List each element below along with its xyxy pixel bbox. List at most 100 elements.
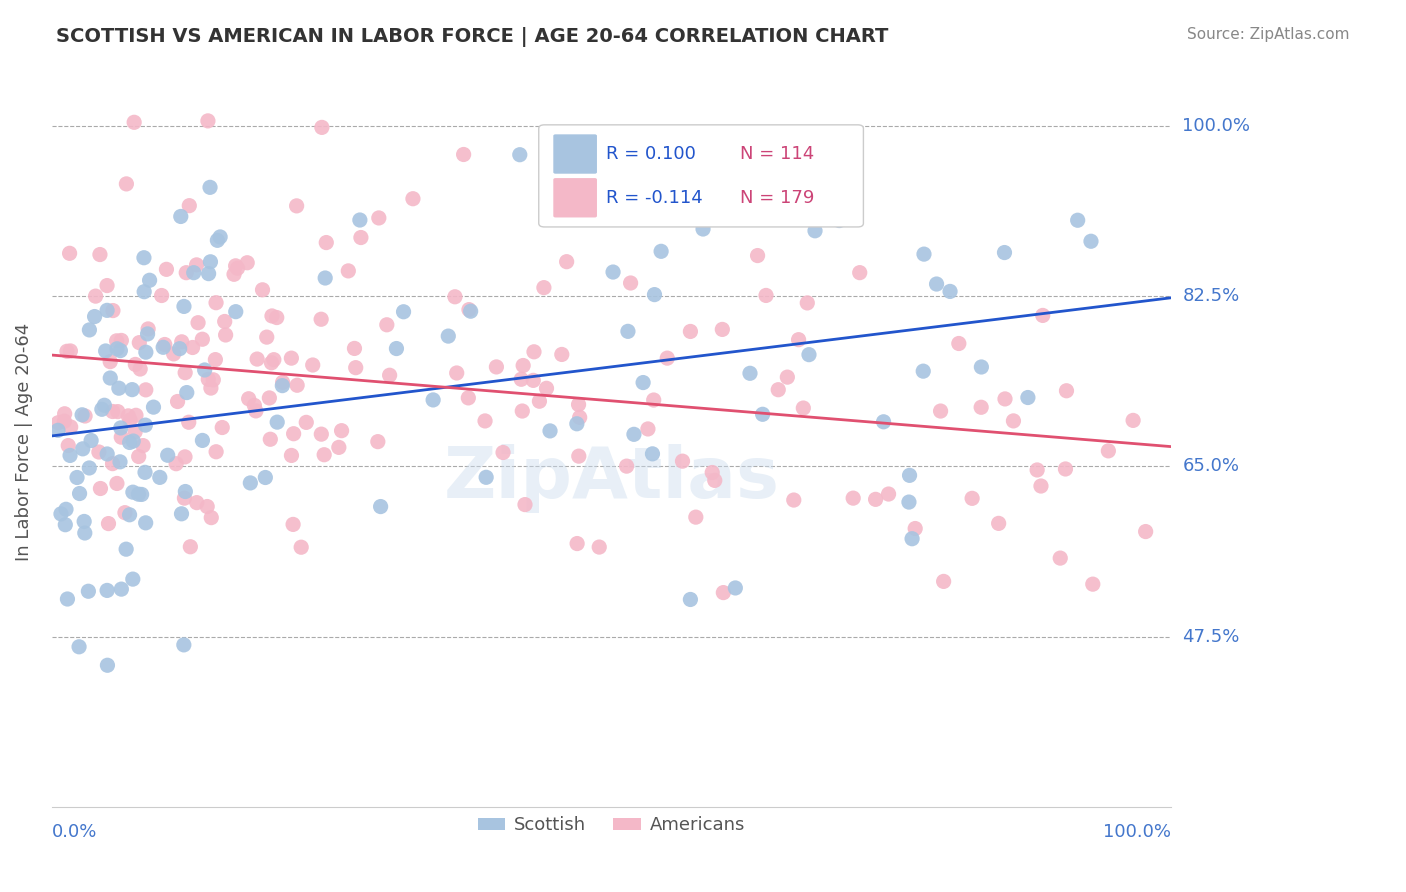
- Point: [904, 522, 927, 536]
- Point: [108, 455, 131, 469]
- Point: [118, 508, 141, 522]
- Point: [453, 147, 475, 161]
- Point: [260, 309, 283, 323]
- Point: [114, 506, 136, 520]
- Point: [446, 366, 468, 380]
- Point: [128, 335, 150, 350]
- Point: [107, 404, 129, 418]
- Point: [848, 266, 870, 280]
- Point: [58, 246, 80, 260]
- Point: [631, 376, 654, 390]
- Point: [637, 422, 659, 436]
- Point: [155, 262, 177, 277]
- Point: [110, 343, 132, 358]
- Point: [717, 201, 740, 215]
- Point: [367, 211, 389, 225]
- Point: [186, 495, 208, 509]
- Point: [252, 283, 274, 297]
- Point: [127, 487, 149, 501]
- Point: [865, 492, 887, 507]
- Point: [122, 434, 145, 448]
- Point: [87, 445, 110, 459]
- Point: [72, 442, 94, 456]
- Point: [96, 278, 118, 293]
- Point: [1097, 443, 1119, 458]
- Point: [97, 516, 120, 531]
- Point: [53, 414, 76, 428]
- Legend: Scottish, Americans: Scottish, Americans: [471, 809, 752, 841]
- Point: [970, 401, 993, 415]
- Point: [266, 415, 288, 429]
- Point: [783, 493, 806, 508]
- Point: [236, 256, 259, 270]
- Point: [301, 358, 323, 372]
- Point: [70, 408, 93, 422]
- Point: [121, 383, 143, 397]
- Y-axis label: In Labor Force | Age 20-64: In Labor Force | Age 20-64: [15, 323, 32, 561]
- Point: [96, 447, 118, 461]
- Point: [53, 407, 76, 421]
- Point: [174, 266, 197, 280]
- Point: [311, 427, 333, 442]
- Point: [474, 414, 496, 428]
- Text: 47.5%: 47.5%: [1182, 628, 1240, 646]
- Point: [79, 461, 101, 475]
- Point: [209, 230, 232, 244]
- Point: [153, 337, 176, 351]
- Point: [200, 510, 222, 524]
- Point: [536, 381, 558, 395]
- Point: [643, 287, 665, 301]
- Point: [211, 420, 233, 434]
- Point: [67, 640, 90, 654]
- Point: [768, 383, 790, 397]
- Text: 100.0%: 100.0%: [1104, 823, 1171, 841]
- Point: [1066, 213, 1088, 227]
- Point: [110, 334, 132, 348]
- Point: [205, 444, 228, 458]
- Point: [538, 424, 561, 438]
- Point: [612, 173, 634, 187]
- Point: [75, 409, 97, 423]
- Point: [309, 312, 332, 326]
- Text: ZipAtlas: ZipAtlas: [443, 444, 779, 513]
- Point: [129, 362, 152, 376]
- Point: [174, 484, 197, 499]
- FancyBboxPatch shape: [554, 178, 598, 218]
- Point: [118, 435, 141, 450]
- Point: [679, 325, 702, 339]
- Point: [797, 348, 820, 362]
- Point: [83, 310, 105, 324]
- Point: [176, 385, 198, 400]
- Point: [197, 114, 219, 128]
- Point: [202, 373, 225, 387]
- Point: [295, 416, 318, 430]
- Text: 0.0%: 0.0%: [52, 823, 97, 841]
- Point: [551, 347, 574, 361]
- Point: [128, 450, 150, 464]
- Point: [96, 303, 118, 318]
- Point: [1054, 462, 1077, 476]
- Point: [132, 251, 155, 265]
- Point: [118, 413, 141, 427]
- Point: [183, 266, 205, 280]
- Point: [59, 343, 82, 358]
- Point: [173, 638, 195, 652]
- Text: 82.5%: 82.5%: [1182, 287, 1240, 305]
- Point: [375, 318, 398, 332]
- Point: [437, 329, 460, 343]
- Point: [281, 517, 304, 532]
- Point: [650, 244, 672, 259]
- Point: [747, 249, 769, 263]
- Point: [565, 417, 588, 431]
- Point: [565, 536, 588, 550]
- Point: [932, 574, 955, 589]
- Point: [328, 441, 350, 455]
- Point: [285, 199, 308, 213]
- Point: [1135, 524, 1157, 539]
- Point: [259, 391, 281, 405]
- Point: [195, 500, 218, 514]
- Point: [214, 314, 236, 328]
- Point: [59, 420, 82, 434]
- Point: [842, 491, 865, 505]
- Point: [142, 400, 165, 414]
